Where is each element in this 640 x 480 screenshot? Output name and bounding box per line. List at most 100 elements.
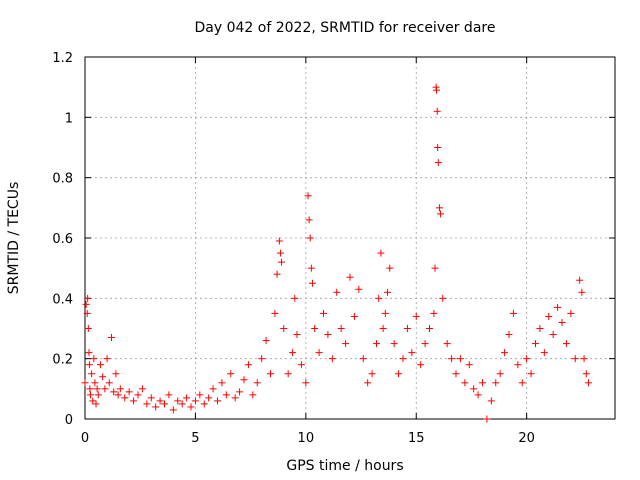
data-point [152,403,160,411]
data-point [108,334,115,342]
data-point [408,349,416,357]
data-point [430,309,438,317]
data-point [333,288,341,296]
data-point [84,294,92,302]
data-point [320,309,327,317]
data-point [103,355,111,363]
data-point [249,391,257,399]
data-point [81,379,89,387]
data-point [165,391,173,399]
chart-title: Day 042 of 2022, SRMTID for receiver dar… [195,20,496,36]
data-point [315,349,323,357]
data-point [183,394,191,402]
data-point [536,325,544,332]
data-point [138,385,146,393]
data-point [368,370,376,378]
data-point [328,355,336,363]
data-point [96,361,104,369]
data-point [305,216,313,224]
data-point [105,379,113,387]
data-point [134,391,142,399]
data-point [289,349,297,357]
data-point [178,400,186,408]
data-point [470,385,478,393]
x-tick-label: 5 [191,431,199,446]
data-point [130,397,138,405]
data-point [456,355,464,363]
data-point [191,397,199,405]
data-point [92,400,100,408]
data-point [375,294,383,302]
data-point [496,370,504,378]
data-point [549,331,557,339]
data-point [297,361,305,369]
data-point [187,403,195,411]
data-point [291,294,299,302]
data-point [412,312,420,320]
data-point [505,331,513,339]
data-point [527,370,535,378]
y-tick-label: 0.2 [52,353,73,368]
data-point [196,391,204,399]
data-point [90,355,98,363]
data-point [390,340,398,348]
y-tick-label: 0.4 [52,292,73,307]
data-point [580,355,588,363]
x-axis-label: GPS time / hours [286,458,403,474]
data-point [308,279,316,287]
data-point [545,312,553,320]
data-point [578,288,586,296]
data-point [433,107,441,115]
data-point [205,394,213,402]
data-point [88,370,96,378]
y-tick-label: 1.2 [52,51,73,66]
data-point [240,376,248,384]
data-point [373,340,380,348]
data-point [93,385,101,393]
data-point [452,370,460,378]
x-tick-label: 10 [298,431,315,446]
data-point [262,337,270,345]
data-point [571,355,579,363]
data-point [143,400,151,408]
x-tick-label: 0 [81,431,89,446]
data-point [399,355,407,363]
data-point [514,361,522,369]
data-point [293,331,301,339]
data-point [311,325,319,332]
data-point [94,391,102,399]
y-tick-label: 1 [65,111,73,126]
data-point [222,391,230,399]
data-point [359,355,367,363]
data-point [114,391,122,399]
data-point [101,385,109,393]
data-point [89,397,97,405]
data-point [395,370,403,378]
data-point [236,388,244,396]
data-point [474,391,482,399]
data-point [307,264,315,272]
data-point [169,406,177,414]
data-point [273,270,281,278]
data-point [84,325,92,332]
data-point [523,355,531,363]
data-point [461,379,469,387]
data-point [85,349,93,357]
data-point [431,264,439,272]
data-point [174,397,182,405]
data-points [81,83,592,423]
data-point [267,370,274,378]
data-point [87,391,95,399]
data-point [161,400,168,408]
data-point [337,325,345,332]
data-point [304,192,312,200]
data-point [83,309,91,317]
data-point [492,379,500,387]
data-point [231,394,239,402]
data-point [244,361,252,369]
data-point [280,325,288,332]
data-point [302,379,310,387]
data-point [562,340,570,348]
